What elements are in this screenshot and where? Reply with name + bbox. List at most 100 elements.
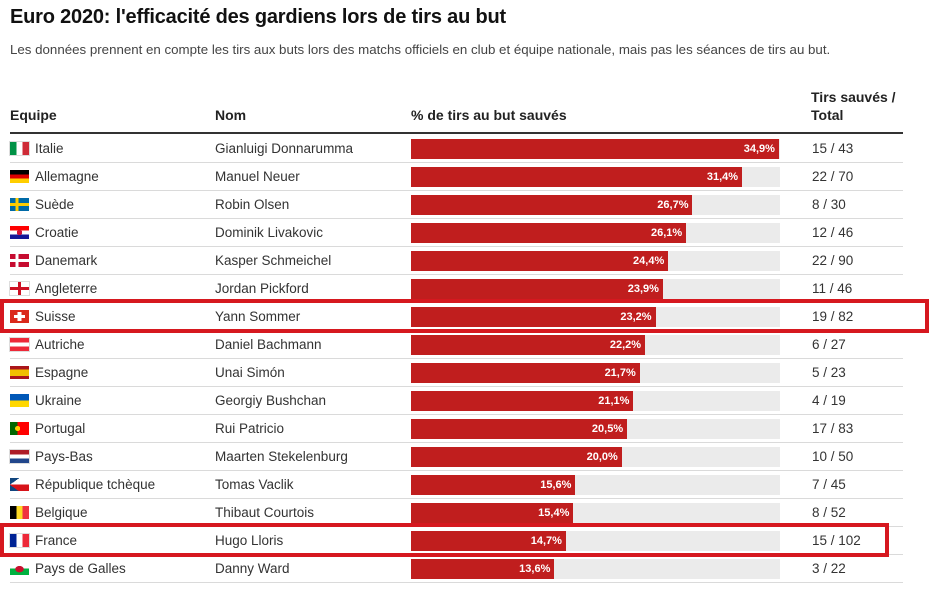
table-row: Angleterre Jordan Pickford 23,9% 11 / 46 (9, 275, 903, 303)
bar-track: 26,1% (411, 223, 780, 243)
bar-value-label: 23,2% (620, 311, 652, 323)
saves-ratio: 15 / 43 (812, 141, 854, 156)
bar: 14,7% (411, 531, 566, 551)
bar-track: 13,6% (411, 559, 780, 579)
header-equipe: Equipe (10, 107, 57, 123)
goalkeeper-name: Yann Sommer (215, 309, 301, 324)
country-label: Suisse (35, 309, 76, 324)
flag-belgium-icon (10, 506, 29, 519)
bar-track: 15,4% (411, 503, 780, 523)
bar-value-label: 20,0% (586, 451, 618, 463)
table-header: Equipe Nom % de tirs au but sauvés Tirs … (10, 88, 903, 134)
bar-track: 26,7% (411, 195, 780, 215)
bar-track: 22,2% (411, 335, 780, 355)
bar-value-label: 15,6% (540, 479, 572, 491)
saves-ratio: 5 / 23 (812, 365, 846, 380)
table-row: Italie Gianluigi Donnarumma 34,9% 15 / 43 (9, 135, 903, 163)
country-label: France (35, 533, 78, 548)
flag-wales-icon (10, 562, 29, 575)
saves-ratio: 8 / 52 (812, 505, 846, 520)
goalkeeper-name: Robin Olsen (215, 197, 290, 212)
bar-track: 24,4% (411, 251, 780, 271)
goalkeeper-name: Maarten Stekelenburg (215, 449, 348, 464)
saves-ratio: 22 / 70 (812, 169, 854, 184)
country-label: Pays-Bas (35, 449, 93, 464)
flag-switzerland-icon (10, 310, 29, 323)
bar-track: 15,6% (411, 475, 780, 495)
table-body: Italie Gianluigi Donnarumma 34,9% 15 / 43 Al… (9, 135, 903, 583)
bar: 13,6% (411, 559, 555, 579)
goalkeeper-name: Tomas Vaclik (215, 477, 294, 492)
table-row: Pays-Bas Maarten Stekelenburg 20,0% 10 / 50 (9, 443, 903, 471)
country-label: Allemagne (35, 169, 99, 184)
table-row: République tchèque Tomas Vaclik 15,6% 7 / 4… (10, 471, 903, 499)
flag-germany-icon (10, 170, 29, 183)
saves-ratio: 6 / 27 (812, 337, 846, 352)
country-label: Autriche (35, 337, 85, 352)
table-row: Pays de Galles Danny Ward 13,6% 3 / 22 (10, 555, 903, 583)
goalkeeper-name: Danny Ward (215, 561, 290, 576)
goalkeeper-name: Thibaut Courtois (215, 505, 315, 520)
table-row: Suisse Yann Sommer 23,2% 19 / 82 (10, 303, 903, 331)
flag-czech-icon (10, 478, 29, 491)
bar: 20,5% (411, 419, 628, 439)
bar: 26,7% (411, 195, 693, 215)
flag-england-icon (9, 281, 30, 296)
bar-value-label: 34,9% (743, 143, 775, 155)
bar: 24,4% (411, 251, 669, 271)
saves-ratio: 17 / 83 (812, 421, 854, 436)
bar-value-label: 21,7% (604, 367, 636, 379)
header-tirs: Tirs sauvés / Total (811, 89, 896, 123)
bar-track: 34,9% (411, 139, 780, 159)
bar: 22,2% (411, 335, 646, 355)
bar: 21,7% (411, 363, 640, 383)
bar: 20,0% (411, 447, 622, 467)
country-label: Pays de Galles (35, 561, 126, 576)
bar-track: 14,7% (411, 531, 780, 551)
saves-ratio: 8 / 30 (812, 197, 846, 212)
bar: 23,9% (411, 279, 663, 299)
table-row: Danemark Kasper Schmeichel 24,4% 22 / 90 (10, 247, 903, 275)
bar-value-label: 22,2% (609, 339, 642, 351)
bar-value-label: 31,4% (706, 171, 739, 183)
bar-value-label: 20,5% (591, 423, 624, 435)
saves-ratio: 10 / 50 (812, 449, 854, 464)
table-row: Autriche Daniel Bachmann 22,2% 6 / 27 (9, 331, 903, 359)
goalkeeper-name: Kasper Schmeichel (215, 253, 332, 268)
bar-track: 20,5% (411, 419, 780, 439)
saves-ratio: 12 / 46 (812, 225, 854, 240)
bar-track: 21,7% (411, 363, 780, 383)
table-row: Portugal Rui Patricio 20,5% 17 / 83 (10, 415, 903, 443)
bar-value-label: 21,1% (598, 395, 630, 407)
country-label: Suède (35, 197, 75, 212)
bar-value-label: 14,7% (530, 535, 562, 547)
saves-ratio: 4 / 19 (812, 393, 846, 408)
bar-track: 31,4% (411, 167, 780, 187)
flag-denmark-icon (10, 254, 29, 267)
flag-portugal-icon (10, 422, 29, 435)
country-label: Croatie (35, 225, 79, 240)
saves-ratio: 19 / 82 (812, 309, 854, 324)
bar-value-label: 15,4% (538, 507, 570, 519)
country-label: Belgique (35, 505, 88, 520)
bar: 31,4% (411, 167, 743, 187)
country-label: Espagne (35, 365, 89, 380)
table-row: Suède Robin Olsen 26,7% 8 / 30 (10, 191, 903, 219)
bar-value-label: 13,6% (519, 563, 551, 575)
goalkeeper-name: Rui Patricio (215, 421, 285, 436)
country-label: Ukraine (35, 393, 82, 408)
saves-ratio: 3 / 22 (812, 561, 846, 576)
chart-title: Euro 2020: l'efficacité des gardiens lor… (10, 6, 506, 28)
bar-value-label: 23,9% (627, 283, 659, 295)
flag-croatia-icon (10, 226, 29, 239)
bar-value-label: 26,1% (650, 227, 683, 239)
goalkeeper-name: Unai Simón (215, 365, 285, 380)
bar: 26,1% (411, 223, 687, 243)
flag-italy-icon (9, 141, 30, 156)
bar: 15,4% (411, 503, 574, 523)
goalkeeper-name: Hugo Lloris (215, 533, 284, 548)
bar-value-label: 26,7% (657, 199, 689, 211)
goalkeeper-name: Daniel Bachmann (215, 337, 322, 352)
header-pct: % de tirs au but sauvés (411, 107, 567, 123)
saves-ratio: 15 / 102 (812, 533, 861, 548)
